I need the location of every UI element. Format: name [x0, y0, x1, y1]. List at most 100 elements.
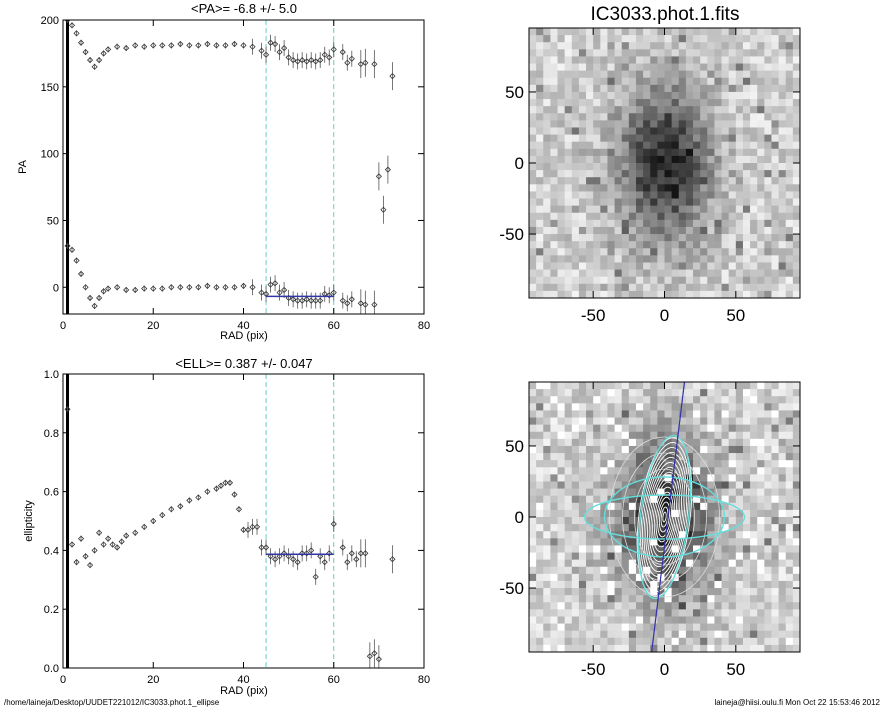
img1-pixel — [571, 63, 580, 72]
img2-pixel — [650, 602, 658, 610]
img1-pixel — [600, 241, 608, 249]
img2-pixel — [536, 609, 544, 617]
pa-point — [87, 57, 94, 64]
img2-pixel — [693, 637, 701, 646]
img1-pixel — [700, 290, 708, 299]
img2-pixel — [671, 502, 680, 511]
img1-pixel — [578, 219, 587, 228]
img2-pixel — [529, 467, 537, 475]
img2-pixel — [600, 623, 608, 632]
img1-pixel — [750, 56, 758, 65]
pa-point — [186, 42, 193, 49]
img2-pixel — [600, 580, 608, 589]
img2-pixel — [614, 602, 623, 610]
img1-pixel — [700, 49, 708, 57]
img1-pixel — [635, 262, 644, 271]
img1-pixel — [643, 219, 651, 228]
img2-pixel — [628, 474, 637, 482]
img2-pixel — [543, 644, 551, 653]
img1-pixel — [707, 70, 715, 79]
img2-pixel — [564, 566, 573, 575]
img1-pixel — [557, 155, 566, 164]
img1-pixel — [685, 155, 694, 164]
img1-pixel — [785, 49, 794, 57]
img1-pixel — [678, 191, 687, 200]
img2-pixel — [564, 431, 573, 440]
img1-pixel — [628, 262, 637, 271]
img2-pixel — [735, 389, 744, 397]
img1-pixel — [529, 134, 537, 143]
img2-pixel — [785, 396, 794, 404]
img2-pixel — [578, 623, 587, 632]
pa-point — [204, 282, 211, 290]
img2-pixel — [621, 509, 630, 518]
img2-pixel — [685, 623, 694, 632]
img1-pixel — [678, 184, 687, 192]
img1-pixel — [764, 120, 772, 128]
img1-pixel — [529, 241, 537, 249]
img1-pixel — [650, 219, 658, 228]
img2-pixel — [536, 495, 544, 504]
img2-pixel — [785, 538, 794, 546]
img2-pixel — [707, 602, 715, 610]
img2-pixel — [607, 403, 616, 411]
img2-pixel — [564, 467, 573, 475]
img2-pixel — [557, 531, 566, 539]
img2-pixel — [714, 595, 723, 603]
img2-pixel — [600, 588, 608, 596]
img1-pixel — [564, 241, 573, 249]
img1-pixel — [721, 226, 730, 235]
img2-pixel — [543, 488, 551, 497]
img1-pixel — [628, 290, 637, 299]
img1-pixel — [714, 262, 723, 271]
ell-point — [64, 406, 71, 413]
img1-pixel — [543, 184, 551, 192]
img1-pixel — [707, 276, 715, 285]
img1-pixel — [621, 248, 630, 256]
img1-pixel — [735, 84, 744, 93]
img1-pixel — [614, 170, 623, 178]
img2-pixel — [714, 417, 723, 426]
img2-pixel — [764, 431, 772, 440]
img2-pixel — [593, 602, 601, 610]
img1-pixel — [578, 49, 587, 57]
img1-pixel — [693, 163, 701, 171]
img1-pixel — [714, 56, 723, 65]
img2-pixel — [707, 588, 715, 596]
img2-pixel — [707, 474, 715, 482]
img2-pixel — [571, 559, 580, 568]
img1-pixel — [707, 290, 715, 299]
img2-pixel — [735, 403, 744, 411]
img2-pixel — [593, 623, 601, 632]
img2-pixel — [557, 566, 566, 575]
img1-pixel — [593, 170, 601, 178]
img2-pixel — [593, 410, 601, 419]
img1-pixel — [657, 42, 665, 50]
pa-point — [249, 284, 256, 291]
img1-pixel — [536, 276, 544, 285]
img2-pixel — [750, 602, 758, 610]
img1-pixel — [778, 170, 787, 178]
img2-pixel — [614, 545, 623, 554]
pa-point — [380, 206, 387, 213]
img1-pixel — [714, 35, 723, 43]
img2-pixel — [714, 630, 723, 639]
img2-pixel — [750, 424, 758, 433]
img2-pixel — [557, 396, 566, 404]
img2-pixel — [742, 602, 751, 610]
img1-pixel — [578, 91, 587, 100]
img2-pixel — [721, 389, 730, 397]
img1-pixel — [543, 120, 551, 128]
img1-pixel — [785, 70, 794, 79]
img1-pixel — [750, 219, 758, 228]
img1-pixel — [600, 127, 608, 136]
img2-pixel — [593, 524, 601, 532]
img2-pixel — [607, 502, 616, 511]
img2-pixel — [664, 637, 673, 646]
img1-pixel — [614, 283, 623, 292]
img2-pixel — [764, 637, 772, 646]
img2-pixel — [757, 431, 765, 440]
img2-pixel — [678, 410, 687, 419]
img2-pixel — [700, 424, 708, 433]
img1-pixel — [735, 49, 744, 57]
